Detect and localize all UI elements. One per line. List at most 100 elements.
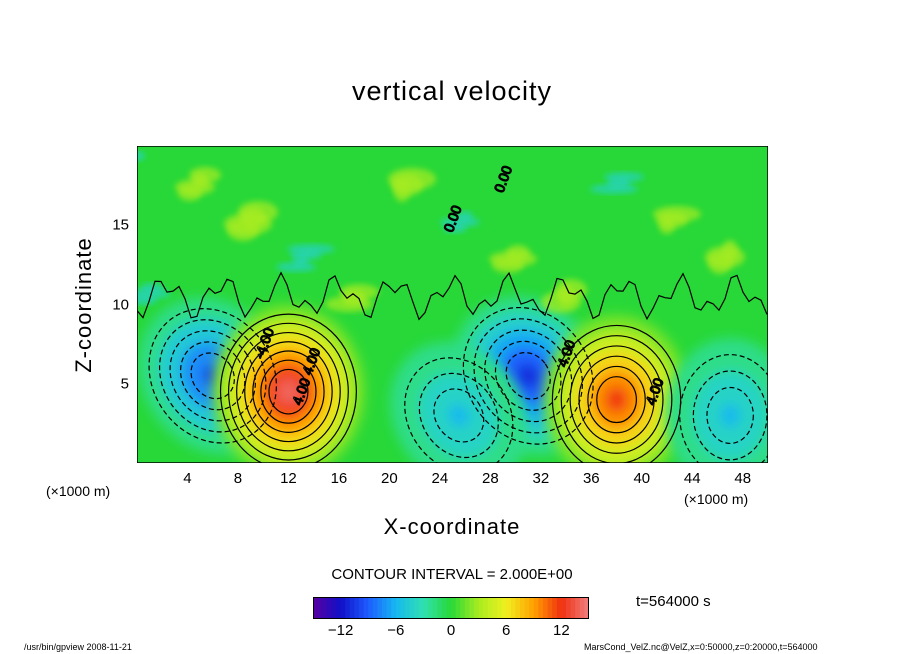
colorbar-segment [474, 597, 480, 619]
colorbar-segment [340, 597, 346, 619]
x-tick-label: 12 [280, 470, 297, 487]
small-cell [339, 284, 379, 300]
small-cell [287, 244, 335, 254]
x-unit-right: (×1000 m) [684, 491, 749, 507]
colorbar-segment [349, 597, 355, 619]
y-tick-label: 15 [112, 216, 129, 234]
small-cell [457, 211, 473, 221]
x-tick-label: 4 [183, 470, 192, 487]
colorbar-segment [359, 597, 365, 619]
colorbar-segment [520, 597, 526, 619]
contour-line [587, 365, 646, 434]
contour-line [484, 329, 573, 423]
x-tick-label: 48 [734, 470, 752, 487]
contour-line [227, 322, 349, 461]
colorbar-segment [423, 597, 429, 619]
zero-contour [137, 271, 768, 321]
colorbar-segment [515, 597, 521, 619]
colorbar-segment [363, 597, 369, 619]
contour-line [462, 306, 594, 445]
colorbar-segment [377, 597, 383, 619]
colorbar-segment [570, 597, 576, 619]
colorbar-tick-label: −12 [327, 622, 354, 639]
colorbar-segment [409, 597, 415, 619]
colorbar-segment [437, 597, 443, 619]
contour-line [596, 376, 637, 424]
colorbar-tick-label: −6 [387, 622, 405, 639]
contour-line [569, 345, 664, 454]
colorbar-segment [395, 597, 401, 619]
small-cell [137, 151, 145, 161]
colorbar-segment [446, 597, 452, 619]
colorbar-segment [313, 597, 319, 619]
x-tick-label: 20 [381, 470, 398, 487]
x-tick-label: 28 [482, 470, 499, 487]
y-tick-label: 10 [112, 296, 129, 313]
contour-interval: CONTOUR INTERVAL = 2.000E+00 [331, 566, 573, 583]
colorbar-segment [317, 597, 323, 619]
colorbar-segment [414, 597, 420, 619]
colorbar-segment [487, 597, 493, 619]
small-cell [189, 167, 221, 183]
colorbar-segment [418, 597, 424, 619]
contour-line [190, 352, 235, 400]
colorbar-segment [492, 597, 498, 619]
y-axis-label: Z-coordinate [71, 237, 96, 373]
colorbar-segment [322, 597, 328, 619]
colorbar-segment [391, 597, 397, 619]
small-cell [238, 201, 278, 223]
x-tick-label: 36 [582, 470, 600, 487]
colorbar-segment [575, 597, 581, 619]
small-cell [555, 279, 587, 301]
chart-title: vertical velocity [351, 76, 553, 106]
x-tick-label: 8 [233, 470, 243, 487]
contour-line [433, 388, 485, 443]
colorbar-segment [566, 597, 572, 619]
small-cell [722, 240, 738, 262]
colorbar-segment [524, 597, 530, 619]
colorbar-segment [552, 597, 558, 619]
x-unit-left: (×1000 m) [46, 483, 111, 499]
colorbar-segment [331, 597, 337, 619]
colorbar-segment [547, 597, 553, 619]
contour-line [158, 319, 267, 433]
colorbar-segment [455, 597, 461, 619]
colorbar-tick-label: 0 [446, 622, 456, 639]
colorbar-segment [556, 597, 562, 619]
colorbar-segment [497, 597, 503, 619]
contour-line [252, 350, 325, 433]
colorbar-segment [469, 597, 475, 619]
y-tick-label: 5 [120, 375, 129, 393]
colorbar-segment [510, 597, 516, 619]
colorbar-segment [561, 597, 567, 619]
contour-line [473, 318, 583, 434]
contour-line [560, 335, 673, 463]
colorbar-segment [533, 597, 539, 619]
colorbar-segment [506, 597, 512, 619]
colorbar-segment [543, 597, 549, 619]
small-cell [506, 245, 530, 261]
colorbar-tick-label: 6 [502, 622, 511, 639]
contour-line [236, 331, 341, 452]
contour-plot: -4.004.004.004.004.000.000.00 [137, 146, 768, 463]
colorbar-segment [354, 597, 360, 619]
small-cell [140, 283, 164, 293]
contour-line [404, 357, 514, 463]
colorbar-segment [326, 597, 332, 619]
contour-line [551, 324, 682, 463]
x-tick-label: 44 [683, 470, 701, 487]
colorbar-segment [529, 597, 535, 619]
contour-line [219, 313, 357, 463]
colorbar-segment [584, 597, 589, 619]
colorbar-segment [336, 597, 342, 619]
colorbar-segment [501, 597, 507, 619]
colorbar-segment [483, 597, 489, 619]
colorbar-segment [382, 597, 388, 619]
x-axis-label: X-coordinate [383, 514, 521, 539]
contour-line [268, 368, 309, 415]
contour-line [692, 370, 768, 461]
x-tick-label: 16 [330, 470, 348, 487]
colorbar-segment [441, 597, 447, 619]
small-cell [653, 206, 701, 222]
contour-line [244, 341, 333, 443]
